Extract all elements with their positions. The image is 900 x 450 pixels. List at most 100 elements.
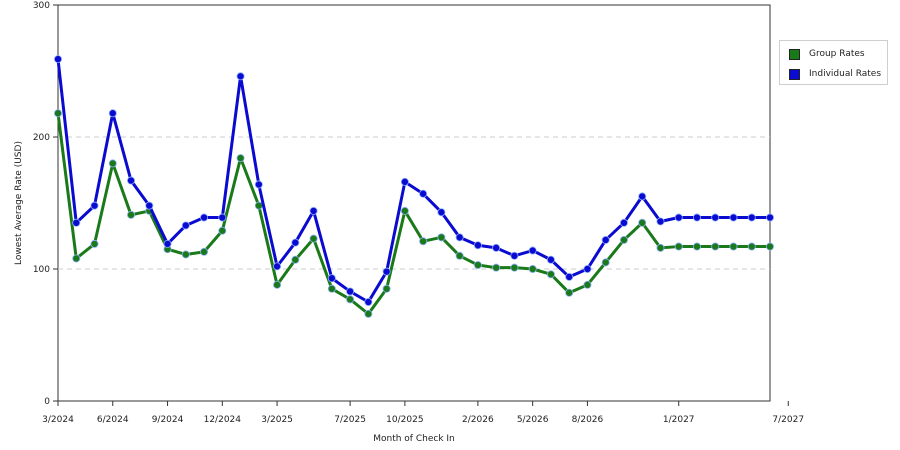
y-axis-title: Lowest Average Rate (USD): [14, 141, 24, 265]
data-point: [72, 218, 81, 227]
x-tick-label: 7/2027: [772, 415, 804, 425]
data-point: [455, 251, 464, 260]
data-point: [565, 272, 574, 281]
data-point: [291, 255, 300, 264]
data-point: [273, 280, 282, 289]
data-point: [236, 154, 245, 163]
data-point: [127, 210, 136, 219]
data-point: [382, 284, 391, 293]
x-tick-label: 3/2024: [42, 415, 74, 425]
data-point: [583, 280, 592, 289]
legend-swatch-individual: [789, 68, 800, 80]
data-point: [437, 233, 446, 242]
data-point: [419, 237, 428, 246]
legend: Group Rates Individual Rates: [779, 40, 888, 85]
data-point: [364, 309, 373, 318]
y-tick-label: 0: [44, 397, 50, 407]
data-point: [601, 235, 610, 244]
data-point: [638, 218, 647, 227]
data-point: [674, 242, 683, 251]
data-point: [108, 109, 117, 118]
data-point: [72, 254, 81, 263]
data-point: [218, 213, 227, 222]
data-point: [273, 262, 282, 271]
data-point: [108, 159, 117, 168]
x-tick-label: 1/2027: [663, 415, 695, 425]
data-point: [455, 233, 464, 242]
data-point: [181, 221, 190, 230]
data-point: [601, 258, 610, 267]
data-point: [729, 242, 738, 251]
legend-swatch-group: [789, 48, 800, 60]
data-point: [163, 239, 172, 248]
data-point: [528, 264, 537, 273]
x-tick-label: 7/2025: [334, 415, 366, 425]
x-tick-label: 12/2024: [204, 415, 242, 425]
data-point: [309, 206, 318, 215]
data-point: [90, 201, 99, 210]
y-tick-label: 300: [33, 1, 50, 11]
data-point: [309, 234, 318, 243]
series-layer: [54, 55, 775, 318]
data-point: [200, 213, 209, 222]
y-tick-label: 100: [33, 265, 50, 275]
series-1: [54, 55, 775, 306]
x-tick-label: 3/2025: [261, 415, 293, 425]
data-point: [145, 201, 154, 210]
x-tick-label: 2/2026: [462, 415, 494, 425]
x-tick-label: 5/2026: [517, 415, 549, 425]
data-point: [528, 246, 537, 255]
data-point: [656, 217, 665, 226]
data-point: [291, 238, 300, 247]
data-point: [346, 287, 355, 296]
legend-label-individual: Individual Rates: [809, 69, 882, 79]
x-tick-label: 10/2025: [386, 415, 423, 425]
series-line: [56, 58, 770, 304]
plot-area: [57, 4, 771, 402]
data-point: [619, 235, 628, 244]
x-axis-title: Month of Check In: [373, 434, 455, 444]
y-tick-label: 200: [33, 133, 50, 143]
data-point: [346, 295, 355, 304]
data-point: [127, 176, 136, 185]
data-point: [254, 201, 263, 210]
x-tick-label: 9/2024: [152, 415, 184, 425]
data-point: [619, 218, 628, 227]
data-point: [492, 243, 501, 252]
data-point: [656, 243, 665, 252]
data-point: [747, 213, 756, 222]
data-point: [437, 208, 446, 217]
data-point: [254, 180, 263, 189]
data-point: [54, 55, 63, 64]
data-point: [327, 274, 336, 283]
data-point: [419, 189, 428, 198]
y-axis: 0 100 200 300: [33, 1, 58, 407]
data-point: [565, 288, 574, 297]
data-point: [583, 264, 592, 273]
data-point: [674, 213, 683, 222]
data-point: [473, 241, 482, 250]
data-point: [473, 261, 482, 270]
grid-lines: [58, 136, 770, 270]
data-point: [181, 250, 190, 259]
data-point: [510, 263, 519, 272]
data-point: [747, 242, 756, 251]
data-point: [400, 206, 409, 215]
data-point: [692, 213, 701, 222]
series-0: [54, 109, 775, 318]
data-point: [729, 213, 738, 222]
data-point: [218, 226, 227, 235]
x-axis: 3/2024 6/2024 9/2024 12/2024 3/2025 7/2025 10/…: [42, 401, 804, 425]
data-point: [90, 239, 99, 248]
data-point: [711, 242, 720, 251]
data-point: [236, 72, 245, 81]
series-line: [56, 113, 770, 316]
data-point: [546, 255, 555, 264]
data-point: [382, 267, 391, 276]
x-tick-label: 6/2024: [97, 415, 129, 425]
legend-item-group-rates: Group Rates: [789, 47, 865, 61]
data-point: [510, 251, 519, 260]
data-point: [711, 213, 720, 222]
data-point: [766, 213, 775, 222]
